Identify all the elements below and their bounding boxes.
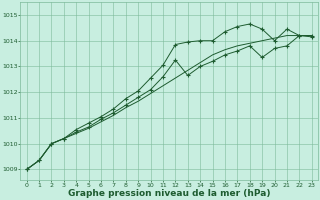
X-axis label: Graphe pression niveau de la mer (hPa): Graphe pression niveau de la mer (hPa) [68, 189, 270, 198]
